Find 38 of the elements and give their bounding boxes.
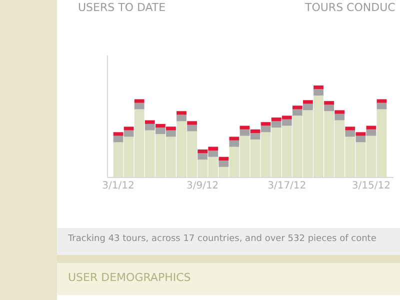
text: USER DEMOGRAPHICS	[68, 271, 191, 284]
bar	[176, 111, 186, 115]
bar	[376, 102, 387, 110]
bar	[356, 132, 366, 136]
bar	[250, 129, 260, 134]
x-tick-label: 3/17/12	[268, 180, 306, 192]
bar	[292, 106, 302, 110]
bar	[124, 126, 134, 130]
x-tick-label: 3/15/12	[352, 180, 390, 192]
bar	[334, 114, 345, 120]
bar	[376, 99, 387, 103]
bar	[229, 140, 240, 147]
bar	[113, 132, 124, 136]
bar	[260, 122, 271, 126]
bar	[324, 101, 334, 105]
bar	[366, 126, 376, 130]
bar	[187, 121, 197, 125]
bar	[314, 86, 324, 90]
bar	[366, 129, 376, 136]
x-tick-label: 3/9/12	[186, 180, 219, 192]
bar	[334, 110, 345, 114]
bar	[229, 136, 240, 140]
bar	[134, 102, 144, 110]
bar	[187, 124, 197, 132]
bar	[134, 99, 144, 103]
text: TOURS CONDUC	[305, 1, 396, 14]
bar	[144, 120, 155, 124]
bar	[218, 156, 229, 161]
text: Tracking 43 tours, across 17 countries, and over 532 pieces of conte	[68, 234, 376, 244]
bar	[176, 114, 186, 122]
bar	[218, 160, 229, 167]
bar	[345, 126, 356, 130]
bar	[324, 104, 334, 112]
bar	[303, 100, 313, 104]
x-tick-label: 3/1/12	[102, 180, 134, 192]
chart-title: USERS TO DATE	[78, 1, 166, 14]
bar	[240, 126, 250, 130]
bar	[314, 89, 324, 96]
